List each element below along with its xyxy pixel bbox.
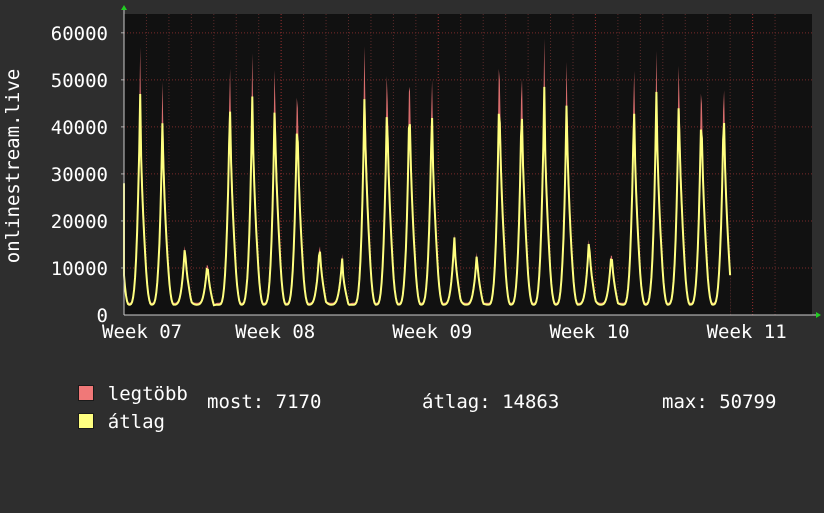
- x-tick-labels: Week 07 Week 08 Week 09 Week 10 Week 11: [102, 321, 787, 343]
- stat-avg: átlag: 14863: [422, 392, 559, 412]
- y-tick-labels: 0 10000 20000 30000 40000 50000 60000: [51, 23, 108, 327]
- y-axis-arrow: [121, 5, 127, 10]
- legend-swatch-avg: [77, 413, 94, 429]
- y-axis-label: onlinestream.live: [2, 69, 24, 263]
- stat-now: most: 7170: [207, 392, 321, 412]
- legend-row-avg: átlag most: 7170 átlag: 14863 max: 50799: [32, 392, 802, 432]
- y-tick-label-5: 50000: [51, 70, 108, 92]
- series-avg-area: [124, 86, 731, 316]
- stat-now-label: most:: [207, 391, 265, 413]
- stat-avg-value: 14863: [502, 391, 560, 413]
- stat-max-label: max:: [662, 391, 708, 413]
- stat-now-value: 7170: [275, 391, 322, 413]
- x-tick-label-0: Week 07: [102, 321, 182, 343]
- chart-container: 0 10000 20000 30000 40000 50000 60000 Week 07 W…: [2, 5, 821, 432]
- axes: [121, 5, 821, 318]
- legend-label-avg: átlag: [107, 411, 165, 433]
- y-tick-label-2: 20000: [51, 211, 108, 233]
- stat-avg-label: átlag:: [422, 391, 491, 413]
- stat-max-value: 50799: [719, 391, 777, 413]
- x-tick-label-4: Week 11: [707, 321, 787, 343]
- x-axis-arrow: [816, 312, 821, 318]
- legend-row-max: legtöbb: [32, 364, 188, 404]
- x-tick-label-1: Week 08: [235, 321, 315, 343]
- y-tick-label-1: 10000: [51, 258, 108, 280]
- y-tick-label-0: 0: [97, 305, 108, 327]
- x-tick-label-2: Week 09: [392, 321, 472, 343]
- y-tick-label-4: 40000: [51, 117, 108, 139]
- stat-max: max: 50799: [662, 392, 776, 412]
- y-tick-label-6: 60000: [51, 23, 108, 45]
- legend-swatch-max: [77, 385, 94, 401]
- series-avg-line: [123, 86, 732, 307]
- x-tick-label-3: Week 10: [549, 321, 629, 343]
- y-tick-label-3: 30000: [51, 164, 108, 186]
- legend-label-max: legtöbb: [107, 383, 188, 405]
